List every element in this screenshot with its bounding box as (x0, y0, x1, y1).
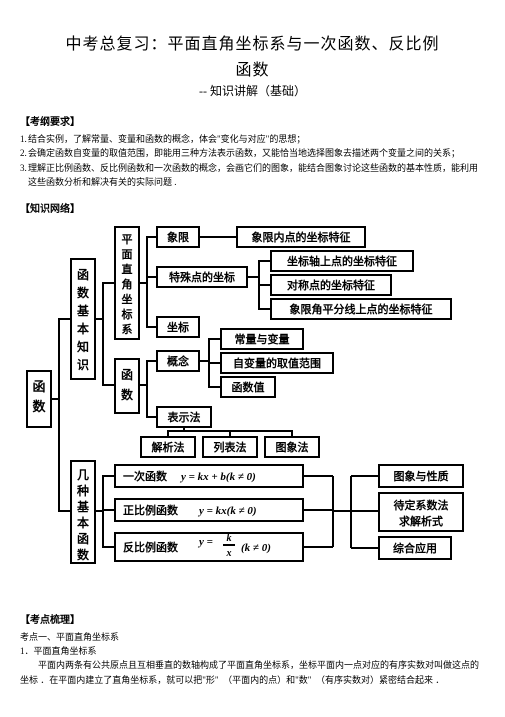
svg-text:象限角平分线上点的坐标特征: 象限角平分线上点的坐标特征 (289, 302, 432, 316)
svg-text:知: 知 (75, 339, 88, 354)
svg-text:数: 数 (120, 387, 133, 402)
svg-text:表示法: 表示法 (166, 410, 200, 424)
svg-text:坐: 坐 (121, 292, 132, 306)
svg-text:数: 数 (32, 399, 46, 414)
svg-text:函: 函 (32, 379, 45, 394)
req-3: 理解正比例函数、反比例函数和一次函数的概念，会画它们的图象，能结合图象讨论这些函… (28, 161, 485, 190)
svg-text:自变量的取值范围: 自变量的取值范围 (233, 356, 321, 370)
svg-text:图象法: 图象法 (275, 440, 308, 454)
svg-text:象限: 象限 (167, 230, 189, 244)
req-1: 结合实例，了解常量、变量和函数的概念，体会"变化与对应"的思想； (28, 132, 485, 146)
kd1-para: 平面内两条有公共原点且互相垂直的数轴构成了平面直角坐标系，坐标平面内一点对应的有… (20, 658, 485, 687)
svg-text:函: 函 (120, 368, 132, 382)
req-2: 会确定函数自变量的取值范围，即能用三种方法表示函数，又能恰当地选择图象去描述两个… (28, 146, 485, 160)
section-requirements: 【考纲要求】 (20, 113, 485, 128)
svg-text:识: 识 (76, 358, 88, 372)
svg-text:基: 基 (75, 499, 89, 514)
svg-text:象限内点的坐标特征: 象限内点的坐标特征 (251, 230, 350, 244)
svg-text:常量与变量: 常量与变量 (234, 332, 289, 346)
page-title-line2: 函数 (20, 56, 485, 80)
svg-text:标: 标 (120, 307, 132, 321)
svg-text:函数值: 函数值 (231, 380, 264, 394)
svg-text:系: 系 (121, 322, 132, 336)
svg-text:几: 几 (76, 468, 88, 482)
svg-text:面: 面 (121, 248, 132, 261)
section-kaodian: 【考点梳理】 (20, 611, 485, 626)
svg-text:数: 数 (76, 547, 89, 562)
svg-text:正比例函数: 正比例函数 (123, 503, 179, 517)
svg-text:函: 函 (76, 532, 88, 546)
svg-text:解析法: 解析法 (151, 440, 184, 454)
svg-text:本: 本 (76, 515, 88, 530)
section-network: 【知识网络】 (20, 200, 485, 215)
svg-text:一次函数: 一次函数 (123, 469, 168, 483)
svg-text:坐标轴上点的坐标特征: 坐标轴上点的坐标特征 (287, 254, 397, 268)
svg-text:列表法: 列表法 (213, 440, 246, 454)
svg-text:y =: y = (197, 536, 213, 548)
svg-text:坐标: 坐标 (167, 320, 189, 334)
svg-text:种: 种 (75, 483, 88, 498)
svg-text:特殊点的坐标: 特殊点的坐标 (169, 270, 235, 284)
svg-text:反比例函数: 反比例函数 (123, 540, 179, 554)
svg-text:基: 基 (75, 303, 89, 318)
svg-text:求解析式: 求解析式 (399, 514, 443, 528)
svg-text:y = kx(k ≠ 0): y = kx(k ≠ 0) (197, 505, 257, 517)
svg-text:本: 本 (76, 321, 88, 336)
kd1-heading: 考点一、平面直角坐标系 (20, 630, 485, 644)
svg-text:概念: 概念 (167, 354, 190, 368)
svg-text:函: 函 (76, 268, 88, 282)
svg-text:平: 平 (121, 233, 132, 246)
svg-text:待定系数法: 待定系数法 (392, 498, 448, 512)
svg-text:综合应用: 综合应用 (393, 541, 437, 555)
svg-text:图象与性质: 图象与性质 (393, 469, 448, 483)
page-title-line1: 中考总复习：平面直角坐标系与一次函数、反比例 (20, 30, 485, 54)
svg-text:数: 数 (76, 285, 89, 300)
svg-text:角: 角 (121, 277, 132, 291)
svg-text:(k ≠ 0): (k ≠ 0) (241, 542, 271, 554)
svg-text:y = kx + b(k ≠ 0): y = kx + b(k ≠ 0) (179, 471, 256, 483)
svg-text:对称点的坐标特征: 对称点的坐标特征 (287, 278, 375, 292)
knowledge-diagram: 函 数 函 数 基 本 知 识 几 种 基 本 函 数 平 面 直 角 坐 标 … (23, 221, 483, 591)
requirements-list: 1.结合实例，了解常量、变量和函数的概念，体会"变化与对应"的思想； 2.会确定… (20, 132, 485, 190)
page-subtitle: -- 知识讲解（基础） (20, 82, 485, 99)
kd1-sub: 1．平面直角坐标系 (20, 644, 485, 658)
svg-text:直: 直 (121, 262, 132, 276)
svg-text:x: x (225, 548, 231, 559)
svg-text:k: k (226, 533, 231, 544)
